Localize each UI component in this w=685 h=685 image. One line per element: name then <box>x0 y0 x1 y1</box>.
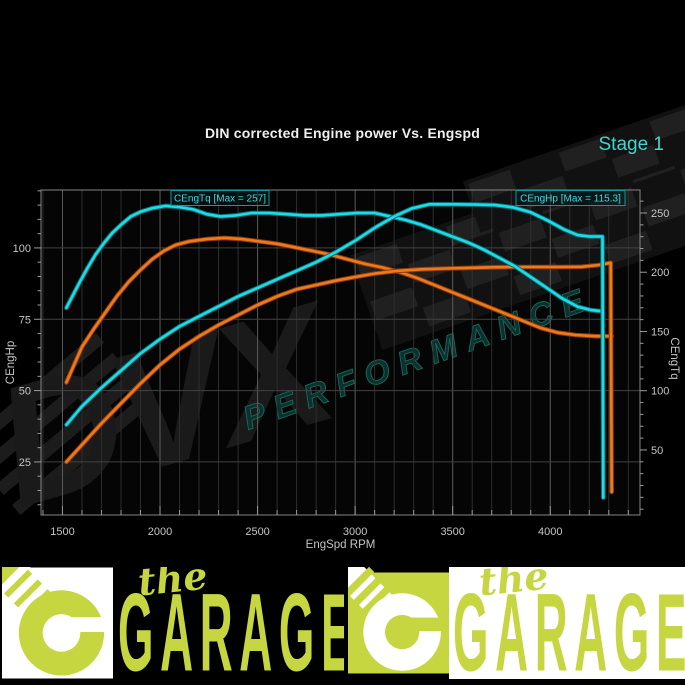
svg-text:CEngHp [Max = 115.3]: CEngHp [Max = 115.3] <box>520 194 621 205</box>
svg-text:25: 25 <box>19 457 31 469</box>
garage-banner: the GARAGE the GARAGE <box>0 560 685 685</box>
svg-text:200: 200 <box>651 267 669 279</box>
svg-text:2500: 2500 <box>245 526 269 538</box>
svg-text:CEngTq: CEngTq <box>668 337 680 379</box>
svg-text:2000: 2000 <box>148 526 172 538</box>
dyno-chart: DVX PERFORMANCE 1500 2000 2500 3000 3500 4000 25… <box>0 100 685 551</box>
svg-text:CEngTq [Max = 257]: CEngTq [Max = 257] <box>174 194 266 205</box>
svg-text:EngSpd RPM: EngSpd RPM <box>306 539 376 551</box>
stage-badge: Stage 1 <box>598 134 665 155</box>
svg-text:100: 100 <box>13 243 31 255</box>
garage-logo-tile-1 <box>2 567 113 679</box>
svg-text:250: 250 <box>651 208 669 220</box>
svg-text:3500: 3500 <box>440 526 464 538</box>
svg-text:50: 50 <box>19 386 31 398</box>
garage-logo-tile-2 <box>348 567 449 679</box>
chart-title: DIN corrected Engine power Vs. Engspd <box>204 125 480 141</box>
svg-text:150: 150 <box>651 326 669 338</box>
garage-logo-icon <box>348 567 449 674</box>
svg-text:CEngHp: CEngHp <box>5 341 17 384</box>
svg-text:75: 75 <box>19 314 31 326</box>
svg-text:1500: 1500 <box>50 526 74 538</box>
svg-text:50: 50 <box>651 445 663 457</box>
garage-wordmark-2: the GARAGE <box>449 567 685 679</box>
svg-text:4000: 4000 <box>538 526 562 538</box>
svg-text:100: 100 <box>651 386 669 398</box>
garage-label: GARAGE <box>118 574 344 679</box>
garage-logo-icon <box>2 567 113 679</box>
garage-wordmark-1: the GARAGE <box>114 567 344 679</box>
garage-label: GARAGE <box>453 574 685 679</box>
svg-text:3000: 3000 <box>343 526 367 538</box>
